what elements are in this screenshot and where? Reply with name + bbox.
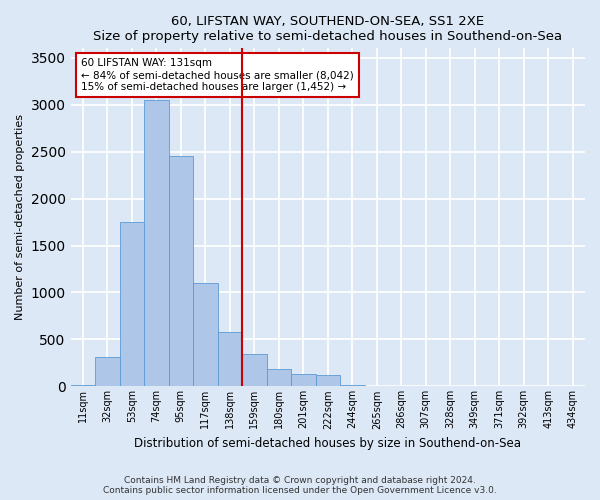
Bar bbox=[218, 332, 242, 386]
Bar bbox=[71, 384, 95, 386]
Bar bbox=[144, 100, 169, 386]
Text: Contains HM Land Registry data © Crown copyright and database right 2024.
Contai: Contains HM Land Registry data © Crown c… bbox=[103, 476, 497, 495]
Bar bbox=[266, 368, 291, 386]
Bar bbox=[242, 354, 266, 386]
Y-axis label: Number of semi-detached properties: Number of semi-detached properties bbox=[15, 114, 25, 320]
Title: 60, LIFSTAN WAY, SOUTHEND-ON-SEA, SS1 2XE
Size of property relative to semi-deta: 60, LIFSTAN WAY, SOUTHEND-ON-SEA, SS1 2X… bbox=[93, 15, 562, 43]
Text: 60 LIFSTAN WAY: 131sqm
← 84% of semi-detached houses are smaller (8,042)
15% of : 60 LIFSTAN WAY: 131sqm ← 84% of semi-det… bbox=[81, 58, 353, 92]
Bar bbox=[169, 156, 193, 386]
Bar bbox=[193, 283, 218, 387]
Bar bbox=[291, 374, 316, 386]
Bar bbox=[316, 375, 340, 386]
X-axis label: Distribution of semi-detached houses by size in Southend-on-Sea: Distribution of semi-detached houses by … bbox=[134, 437, 521, 450]
Bar bbox=[119, 222, 144, 386]
Bar bbox=[95, 358, 119, 386]
